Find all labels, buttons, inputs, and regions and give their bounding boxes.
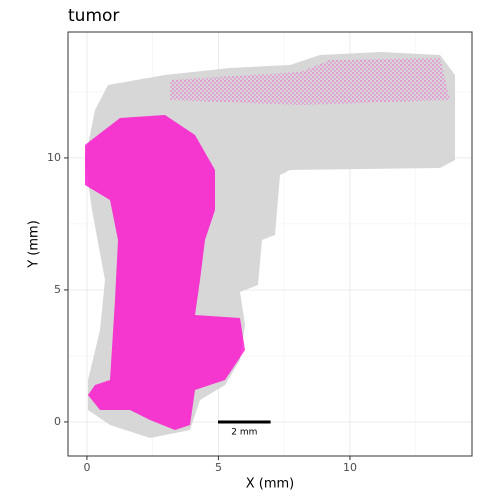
x-tick-label: 5	[215, 461, 222, 474]
y-tick-label: 5	[54, 283, 61, 296]
x-tick-label: 0	[83, 461, 90, 474]
y-tick-label: 10	[47, 151, 61, 164]
x-tick-label: 10	[343, 461, 357, 474]
y-axis-label: Y (mm)	[27, 220, 42, 269]
panel-border	[67, 31, 473, 457]
y-tick-label: 0	[54, 415, 61, 428]
x-axis-label: X (mm)	[246, 477, 295, 492]
highlight-region	[85, 115, 245, 430]
scale-bar-label: 2 mm	[231, 428, 257, 438]
highlight-sparse	[170, 58, 450, 105]
chart-title: tumor	[68, 6, 119, 26]
